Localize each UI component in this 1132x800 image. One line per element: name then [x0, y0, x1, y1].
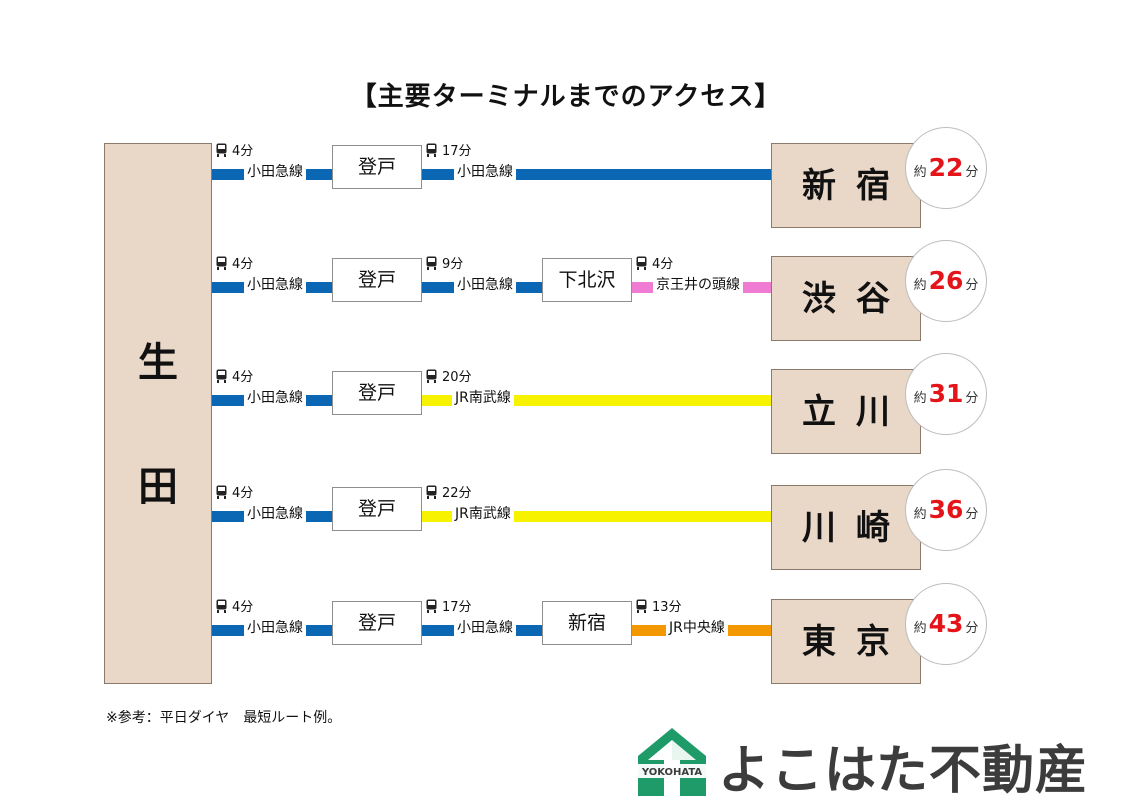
- transfer-station-noborito: 登戸: [332, 487, 422, 531]
- transfer-station-noborito: 登戸: [332, 371, 422, 415]
- total-time-badge: 約31 分: [905, 353, 987, 435]
- line-name-label: 小田急線: [244, 164, 306, 181]
- route-shinjuku: 4分 小田急線 登戸 17分 小田急線 新宿 約22 分: [0, 127, 1132, 253]
- train-icon: [636, 256, 647, 270]
- travel-time: 22分: [426, 485, 472, 503]
- transfer-station-noborito: 登戸: [332, 258, 422, 302]
- destination-station: 立川: [771, 369, 921, 454]
- travel-time: 4分: [216, 256, 253, 274]
- transfer-station-noborito: 登戸: [332, 601, 422, 645]
- transfer-station-noborito: 登戸: [332, 145, 422, 189]
- travel-time: 4分: [216, 369, 253, 387]
- line-name-label: 小田急線: [454, 620, 516, 637]
- travel-time: 4分: [216, 485, 253, 503]
- line-name-label: JR南武線: [452, 506, 514, 523]
- travel-time: 9分: [426, 256, 463, 274]
- total-time-badge: 約43 分: [905, 583, 987, 665]
- line-name-label: 小田急線: [244, 277, 306, 294]
- line-name-label: 小田急線: [454, 164, 516, 181]
- train-icon: [636, 599, 647, 613]
- train-icon: [426, 369, 437, 383]
- travel-time: 4分: [636, 256, 673, 274]
- travel-time: 17分: [426, 599, 472, 617]
- travel-time: 17分: [426, 143, 472, 161]
- footnote: ※参考：平日ダイヤ 最短ルート例。: [106, 710, 342, 726]
- origin-station-box: 生 田: [104, 143, 212, 684]
- travel-time: 20分: [426, 369, 472, 387]
- total-time-badge: 約22 分: [905, 127, 987, 209]
- line-name-label: 小田急線: [244, 506, 306, 523]
- total-time-badge: 約26 分: [905, 240, 987, 322]
- travel-time: 4分: [216, 143, 253, 161]
- logo-text: YOKOHATA: [641, 767, 703, 778]
- route-tachikawa: 4分 小田急線 登戸 20分 JR南武線 立川 約31 分: [0, 353, 1132, 479]
- train-icon: [216, 369, 227, 383]
- train-icon: [426, 485, 437, 499]
- transfer-station-shimokitazawa: 下北沢: [542, 258, 632, 302]
- line-name-label: JR中央線: [666, 620, 728, 637]
- brand-name: よこはた不動産: [718, 741, 1088, 800]
- line-name-label: 小田急線: [244, 620, 306, 637]
- line-name-label: 小田急線: [454, 277, 516, 294]
- line-name-label: 京王井の頭線: [653, 277, 743, 294]
- jr-nambu-line-segment: [422, 395, 772, 406]
- train-icon: [216, 599, 227, 613]
- train-icon: [216, 256, 227, 270]
- destination-station: 東京: [771, 599, 921, 684]
- transfer-station-shinjuku: 新宿: [542, 601, 632, 645]
- route-kawasaki: 4分 小田急線 登戸 22分 JR南武線 川崎 約36 分: [0, 469, 1132, 595]
- jr-nambu-line-segment: [422, 511, 772, 522]
- train-icon: [426, 599, 437, 613]
- origin-station-char-2: 田: [138, 464, 178, 510]
- origin-station-char-1: 生: [138, 340, 178, 386]
- train-icon: [216, 485, 227, 499]
- travel-time: 4分: [216, 599, 253, 617]
- page-title: 【主要ターミナルまでのアクセス】: [350, 82, 782, 112]
- destination-station: 新宿: [771, 143, 921, 228]
- route-tokyo: 4分 小田急線 登戸 17分 小田急線 新宿 13分 JR中央線 東京 約43 分: [0, 583, 1132, 709]
- line-name-label: 小田急線: [244, 390, 306, 407]
- total-time-badge: 約36 分: [905, 469, 987, 551]
- route-shibuya: 4分 小田急線 登戸 9分 小田急線 下北沢 4分 京王井の頭線 渋谷 約26 分: [0, 240, 1132, 366]
- travel-time: 13分: [636, 599, 682, 617]
- train-icon: [426, 143, 437, 157]
- line-name-label: JR南武線: [452, 390, 514, 407]
- odakyu-line-segment: [422, 169, 772, 180]
- brand-logo: YOKOHATA よこはた不動産: [636, 726, 1126, 800]
- train-icon: [426, 256, 437, 270]
- train-icon: [216, 143, 227, 157]
- destination-station: 渋谷: [771, 256, 921, 341]
- yokohata-house-logo-icon: [638, 728, 706, 796]
- destination-station: 川崎: [771, 485, 921, 570]
